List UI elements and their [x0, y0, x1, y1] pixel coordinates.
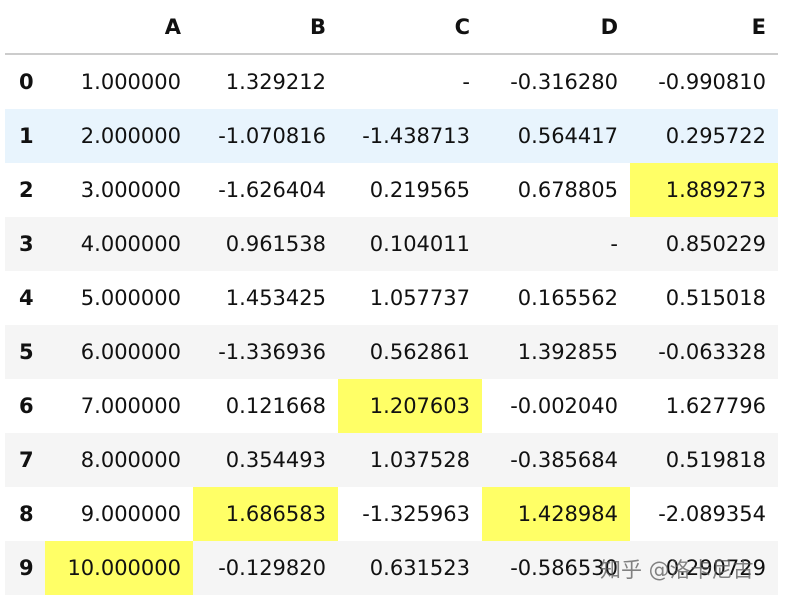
table-row: 9 10.000000 -0.129820 0.631523 -0.586530 0.29… [5, 541, 778, 595]
row-index: 2 [19, 178, 34, 202]
table-cell: 0.290729 [665, 556, 766, 580]
table-cell: 1.000000 [80, 70, 181, 94]
row-index: 5 [19, 340, 34, 364]
table-row: 7 8.000000 0.354493 1.037528 -0.385684 0.5198… [5, 433, 778, 487]
row-index: 8 [19, 502, 34, 526]
table-row: 0 1.000000 1.329212 - -0.316280 -0.990810 [5, 54, 778, 109]
table-cell: 0.564417 [517, 124, 618, 148]
table-row: 5 6.000000 -1.336936 0.562861 1.392855 -0.063… [5, 325, 778, 379]
table-cell: 1.057737 [369, 286, 470, 310]
table-cell: 4.000000 [80, 232, 181, 256]
column-header: E [630, 0, 778, 55]
table-cell: 1.889273 [630, 163, 778, 217]
table-cell: 1.037528 [369, 448, 470, 472]
column-header: A [45, 0, 193, 55]
table-cell: 9.000000 [80, 502, 181, 526]
table-cell: 0.519818 [665, 448, 766, 472]
table-cell: 0.121668 [225, 394, 326, 418]
table-cell: 3.000000 [80, 178, 181, 202]
table-cell: 0.295722 [665, 124, 766, 148]
table-cell: 0.678805 [517, 178, 618, 202]
row-index: 0 [19, 70, 34, 94]
table-cell: 1.627796 [665, 394, 766, 418]
column-header: C [338, 0, 482, 55]
table-cell: 1.453425 [225, 286, 326, 310]
row-index: 4 [19, 286, 34, 310]
table-cell: 0.562861 [369, 340, 470, 364]
table-cell: -0.586530 [510, 556, 618, 580]
table-cell: -0.129820 [218, 556, 326, 580]
row-index: 9 [19, 556, 34, 580]
table-cell: 1.207603 [338, 379, 482, 433]
table-cell: -1.336936 [218, 340, 326, 364]
table-cell: 6.000000 [80, 340, 181, 364]
table-cell: -0.002040 [510, 394, 618, 418]
table-cell: 1.428984 [482, 487, 630, 541]
row-index: 7 [19, 448, 34, 472]
table-cell: -0.063328 [658, 340, 766, 364]
table-body: 0 1.000000 1.329212 - -0.316280 -0.990810 1 2.0… [5, 54, 778, 595]
row-index: 6 [19, 394, 34, 418]
table-cell: -1.325963 [362, 502, 470, 526]
watermark: 知乎 @洛卡尼古 [600, 558, 754, 582]
table-cell: 5.000000 [80, 286, 181, 310]
table-row: 4 5.000000 1.453425 1.057737 0.165562 0.51501… [5, 271, 778, 325]
table-cell: 1.392855 [517, 340, 618, 364]
table-cell: 0.961538 [225, 232, 326, 256]
table-cell: 10.000000 [45, 541, 193, 595]
table-cell: -1.626404 [218, 178, 326, 202]
table-cell: 0.165562 [517, 286, 618, 310]
table-cell: -1.070816 [218, 124, 326, 148]
table-cell: 0.850229 [665, 232, 766, 256]
table-cell: - [610, 232, 618, 256]
column-header: D [482, 0, 630, 55]
table-cell: 1.329212 [225, 70, 326, 94]
table-row: 1 2.000000 -1.070816 -1.438713 0.564417 0.295… [5, 109, 778, 163]
table-cell: 2.000000 [80, 124, 181, 148]
column-header [5, 0, 45, 55]
table-row: 8 9.000000 1.686583 -1.325963 1.428984 -2.089… [5, 487, 778, 541]
table-cell: 0.515018 [665, 286, 766, 310]
table-row: 2 3.000000 -1.626404 0.219565 0.678805 1.8892… [5, 163, 778, 217]
table-cell: 1.686583 [193, 487, 338, 541]
table-cell: -2.089354 [658, 502, 766, 526]
table-cell: -0.990810 [658, 70, 766, 94]
table-cell: -1.438713 [362, 124, 470, 148]
table-cell: 8.000000 [80, 448, 181, 472]
table-cell: 7.000000 [80, 394, 181, 418]
table-cell: 0.219565 [369, 178, 470, 202]
table-cell: 0.354493 [225, 448, 326, 472]
table-row: 3 4.000000 0.961538 0.104011 - 0.850229 [5, 217, 778, 271]
table-cell: 0.104011 [369, 232, 470, 256]
column-header: B [193, 0, 338, 55]
table-cell: -0.385684 [510, 448, 618, 472]
table-cell: -0.316280 [510, 70, 618, 94]
table-cell: 0.631523 [369, 556, 470, 580]
table-cell: - [462, 70, 470, 94]
row-index: 3 [19, 232, 34, 256]
row-index: 1 [19, 124, 34, 148]
table-row: 6 7.000000 0.121668 1.207603 -0.002040 1.6277… [5, 379, 778, 433]
